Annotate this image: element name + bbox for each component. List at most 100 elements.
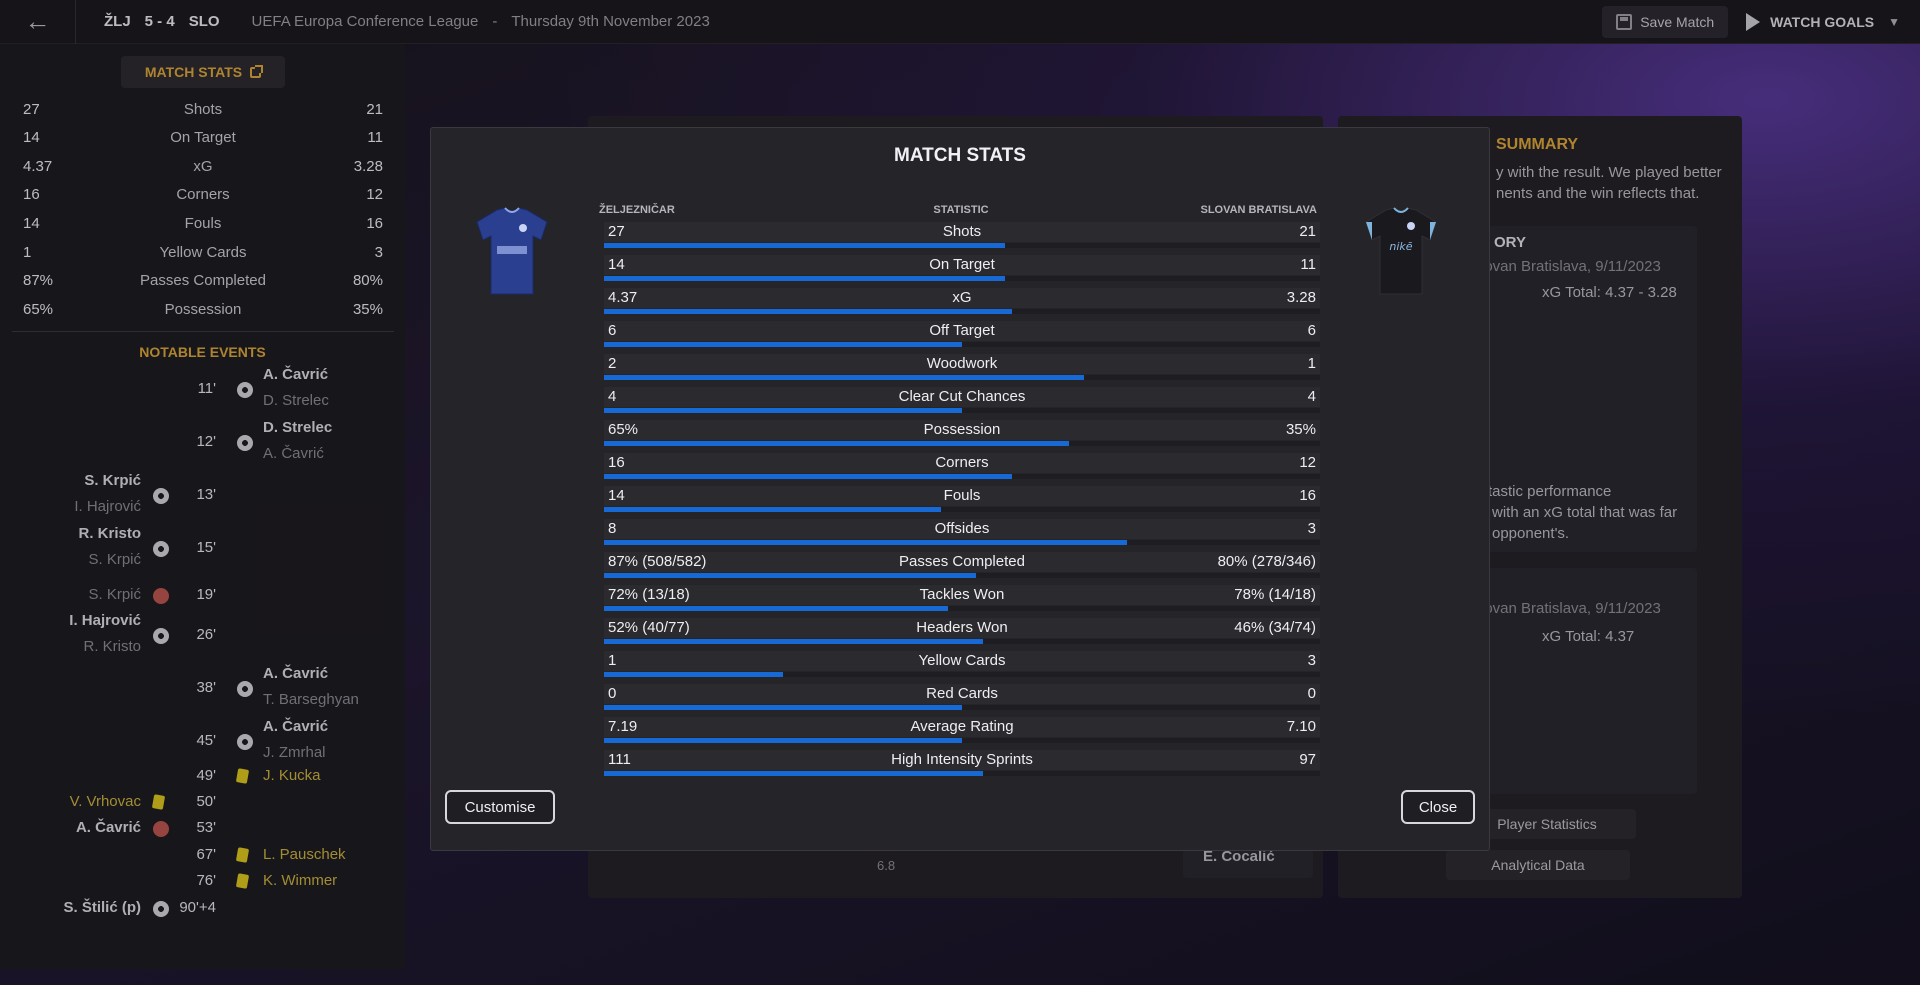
competition-name: UEFA Europa Conference League [251, 13, 479, 30]
stat-home-value: 87% (508/582) [608, 553, 707, 570]
stat-home-value: 2 [608, 355, 617, 372]
event-player: A. Čavrić [263, 665, 329, 682]
left-stat-away: 16 [366, 214, 383, 232]
stat-bar-track [604, 705, 1320, 710]
save-match-button[interactable]: Save Match [1602, 6, 1729, 38]
event-player: L. Pauschek [263, 846, 346, 863]
stat-bar-track [604, 639, 1320, 644]
xg-total-text: xG Total: 4.37 - 3.28 [1542, 284, 1677, 301]
stat-home-value: 1 [608, 652, 617, 669]
stat-home-value: 7.19 [608, 718, 638, 735]
stat-bar-track [604, 573, 1320, 578]
left-stat-name: Possession [164, 300, 242, 318]
stat-row: 87% (508/582) Passes Completed 80% (278/34… [604, 552, 1320, 585]
left-stat-away: 3.28 [353, 157, 383, 175]
left-stat-row: 16 Corners 12 [23, 181, 383, 209]
stat-row: 7.19 Average Rating 7.10 [604, 717, 1320, 750]
rating-axis-label: 6.8 [877, 858, 896, 873]
score: 5 - 4 [144, 13, 175, 30]
close-button[interactable]: Close [1401, 790, 1475, 824]
event-minute: 76' [196, 872, 216, 889]
shotmap-xg-text: xG Total: 4.37 [1542, 628, 1635, 645]
stat-row-background [604, 387, 1320, 407]
event-assist: T. Barseghyan [263, 691, 359, 708]
stat-bar-fill [604, 738, 962, 743]
stat-home-value: 65% [608, 421, 639, 438]
match-stats-title: MATCH STATS [144, 64, 243, 80]
stat-name: Clear Cut Chances [898, 388, 1026, 405]
event-player: S. Krpić [84, 472, 141, 489]
match-stats-expand-button[interactable]: MATCH STATS [121, 56, 285, 88]
stat-name: Shots [942, 223, 982, 240]
event-minute: 13' [196, 486, 216, 503]
stat-name: Fouls [943, 487, 981, 504]
football-icon [153, 541, 169, 557]
match-date: Thursday 9th November 2023 [511, 13, 710, 30]
stat-bar-track [604, 474, 1320, 479]
event-player: S. Štilić (p) [63, 899, 141, 916]
stat-away-value: 78% (14/18) [1234, 586, 1316, 603]
stat-bar-track [604, 276, 1320, 281]
stat-row: 4.37 xG 3.28 [604, 288, 1320, 321]
event-minute: 19' [196, 586, 216, 603]
left-stat-home: 65% [23, 300, 54, 318]
stat-name: Corners [935, 454, 989, 471]
stat-bar-track [604, 375, 1320, 380]
left-stat-name: Yellow Cards [159, 243, 247, 261]
left-stat-name: Shots [183, 100, 223, 118]
left-stat-row: 4.37 xG 3.28 [23, 152, 383, 180]
back-arrow-icon[interactable]: ← [0, 0, 76, 44]
stat-bar-fill [604, 540, 1127, 545]
stat-row: 2 Woodwork 1 [604, 354, 1320, 387]
header-separator: - [492, 13, 498, 30]
stat-bar-track [604, 540, 1320, 545]
left-stat-home: 16 [23, 186, 40, 204]
analytical-data-button[interactable]: Analytical Data [1446, 850, 1630, 880]
stat-bar-fill [604, 309, 1012, 314]
customise-button[interactable]: Customise [445, 790, 555, 824]
chevron-down-icon[interactable]: ▼ [1888, 15, 1900, 29]
event-player: K. Wimmer [263, 872, 338, 889]
stat-away-value: 80% (278/346) [1217, 553, 1316, 570]
event-minute: 26' [196, 626, 216, 643]
stat-name: On Target [929, 256, 995, 273]
event-minute: 49' [196, 767, 216, 784]
stat-away-value: 21 [1299, 223, 1316, 240]
stat-row-background [604, 255, 1320, 275]
left-stat-row: 1 Yellow Cards 3 [23, 238, 383, 266]
injury-icon [153, 821, 169, 837]
away-kit-shirt: nikē [1365, 207, 1437, 295]
left-stat-home: 27 [23, 100, 40, 118]
event-minute: 50' [196, 793, 216, 810]
left-stat-home: 14 [23, 129, 40, 147]
stat-row-background [604, 585, 1320, 605]
stat-home-value: 14 [608, 487, 625, 504]
performance-text: opponent's. [1492, 525, 1570, 542]
left-stat-name: Corners [176, 186, 230, 204]
stat-away-value: 0 [1307, 685, 1316, 702]
stat-home-value: 4.37 [608, 289, 638, 306]
stat-row-background [604, 618, 1320, 638]
stat-row-background [604, 651, 1320, 671]
event-assist: R. Kristo [83, 638, 141, 655]
performance-text: tastic performance [1488, 483, 1612, 500]
stat-away-value: 97 [1299, 751, 1316, 768]
stat-row-background [604, 222, 1320, 242]
left-stat-row: 65% Possession 35% [23, 295, 383, 323]
left-stat-away: 21 [366, 100, 383, 118]
event-minute: 11' [197, 380, 216, 397]
stat-row: 1 Yellow Cards 3 [604, 651, 1320, 684]
stat-name: Passes Completed [899, 553, 1025, 570]
save-match-label: Save Match [1640, 14, 1715, 30]
stat-name: Headers Won [916, 619, 1008, 636]
player-name: E. Cocalić [1203, 848, 1275, 865]
event-assist: S. Krpić [88, 551, 141, 568]
stat-name: Possession [923, 421, 1001, 438]
stat-bar-track [604, 408, 1320, 413]
watch-goals-button[interactable]: WATCH GOALS ▼ [1746, 13, 1900, 31]
stat-bar-fill [604, 705, 962, 710]
stat-bar-fill [604, 243, 1005, 248]
home-team-header: ŽELJEZNIČAR [599, 204, 675, 216]
stat-row-background [604, 288, 1320, 308]
stat-row: 4 Clear Cut Chances 4 [604, 387, 1320, 420]
